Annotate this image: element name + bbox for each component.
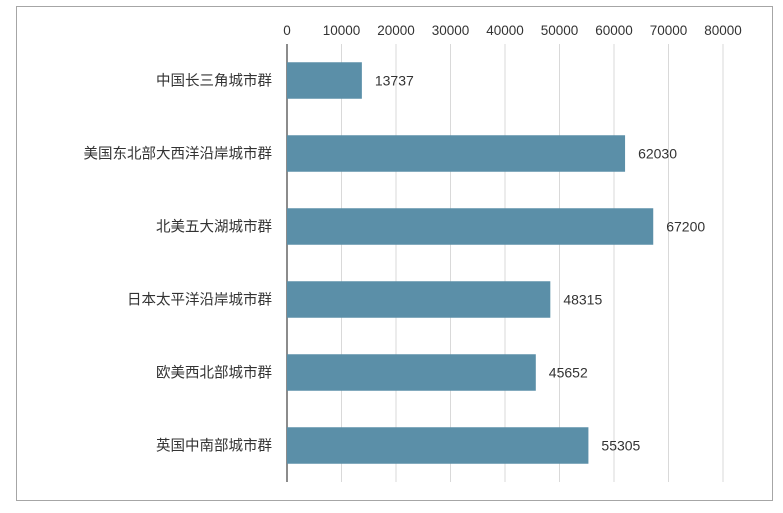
bar-0: [287, 62, 362, 99]
data-label-2: 67200: [666, 219, 705, 235]
x-tick-label-7: 70000: [650, 23, 688, 38]
category-label-1: 美国东北部大西洋沿岸城市群: [84, 146, 273, 163]
x-tick-label-3: 30000: [432, 23, 470, 38]
bar-1: [287, 135, 626, 172]
data-label-4: 45652: [549, 365, 588, 381]
x-tick-label-6: 60000: [595, 23, 633, 38]
x-tick-label-1: 10000: [323, 23, 361, 38]
category-label-0: 中国长三角城市群: [156, 73, 272, 90]
category-label-3: 日本太平洋沿岸城市群: [127, 292, 272, 309]
bar-4: [287, 354, 536, 391]
data-label-3: 48315: [563, 292, 602, 308]
bar-2: [287, 208, 654, 245]
x-tick-label-0: 0: [283, 23, 291, 38]
category-label-5: 英国中南部城市群: [156, 437, 272, 455]
chart-frame: [16, 6, 773, 501]
x-tick-label-2: 20000: [377, 23, 415, 38]
x-tick-label-8: 80000: [704, 23, 742, 38]
bar-3: [287, 281, 551, 318]
data-label-5: 55305: [601, 438, 640, 454]
category-label-2: 北美五大湖城市群: [156, 219, 272, 236]
data-label-1: 62030: [638, 146, 677, 162]
category-label-4: 欧美西北部城市群: [156, 365, 272, 382]
data-label-0: 13737: [375, 73, 414, 89]
x-tick-label-4: 40000: [486, 23, 524, 38]
x-tick-label-5: 50000: [541, 23, 579, 38]
bar-5: [287, 427, 589, 464]
